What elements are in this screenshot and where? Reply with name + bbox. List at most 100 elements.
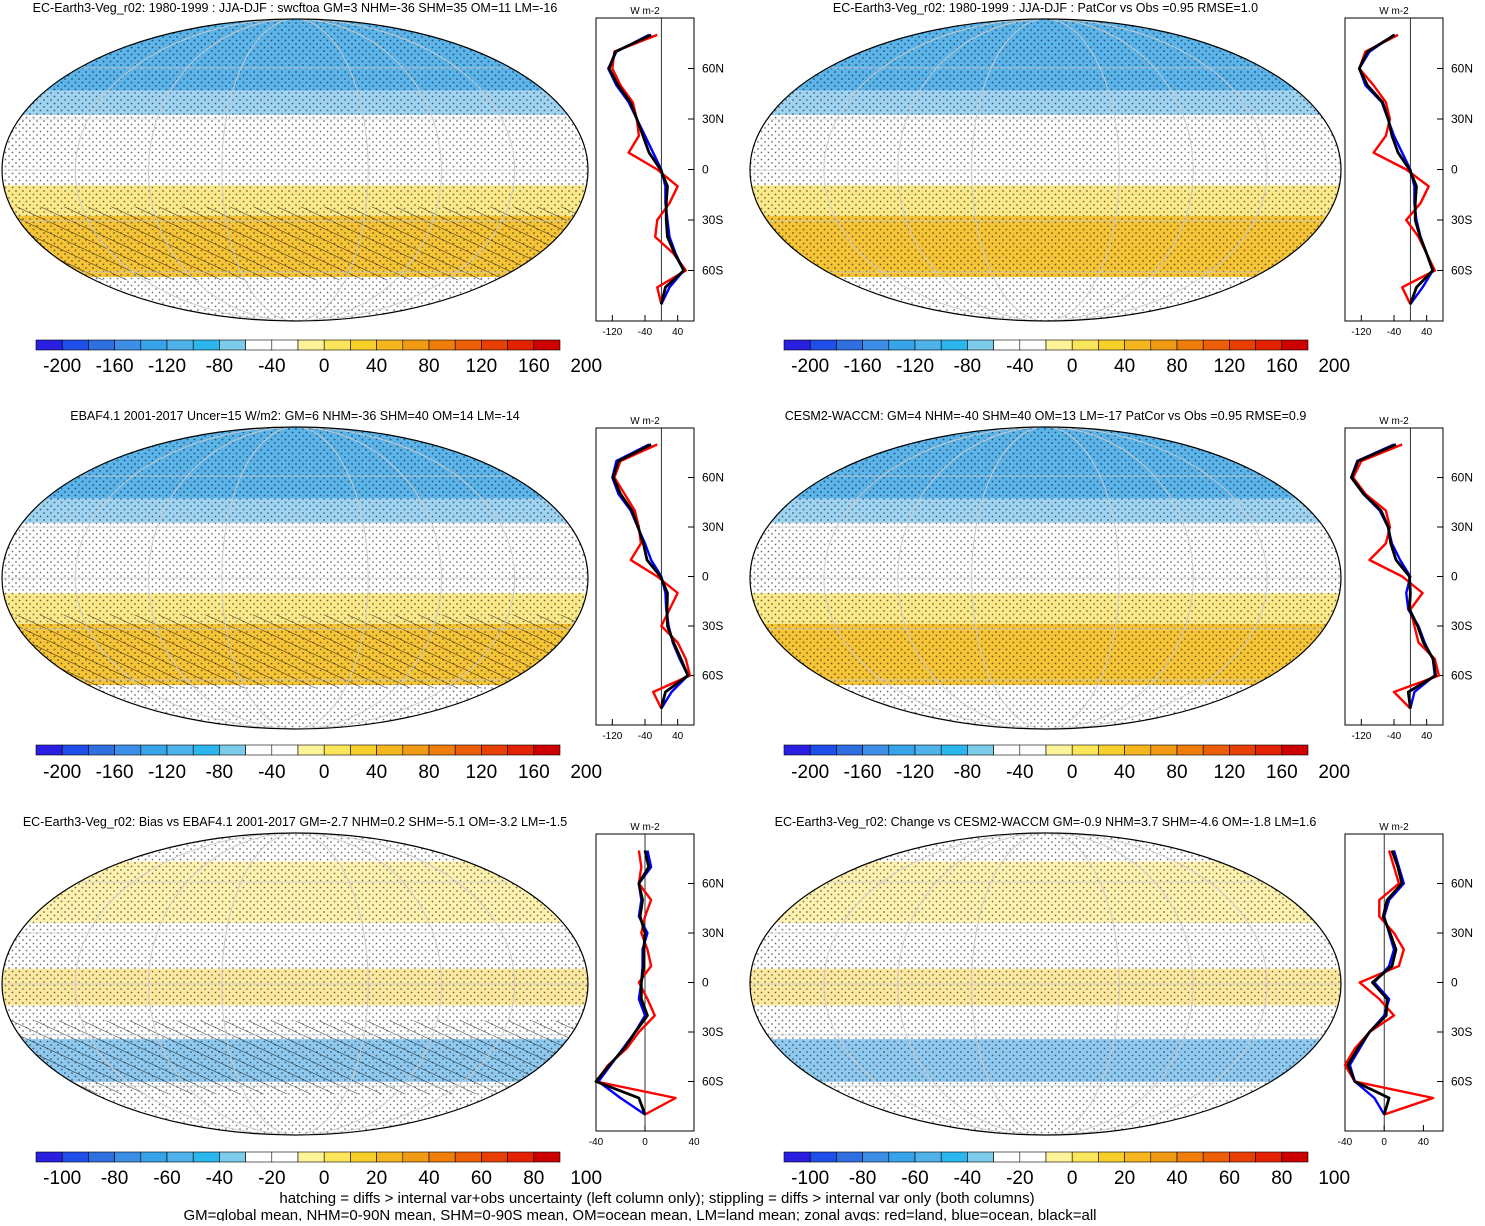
colorbar-label: -160 (96, 356, 134, 377)
colorbar-label: 160 (1266, 356, 1298, 377)
lat-tick-label: 60N (1451, 877, 1473, 891)
colorbar-swatch (507, 744, 535, 756)
colorbar-swatch (166, 1151, 194, 1163)
colorbar-swatch (1281, 1151, 1309, 1163)
colorbar-swatch (836, 339, 863, 351)
colorbar-label: -20 (258, 1168, 285, 1189)
colorbar-swatch (507, 1151, 535, 1163)
colorbar-swatch (1229, 744, 1256, 756)
colorbar-swatch (1281, 339, 1309, 351)
lat-tick-label: 30S (1451, 619, 1472, 633)
colorbar-swatch (1045, 1151, 1073, 1163)
colorbar-swatch (967, 339, 994, 351)
colorbar-swatch (914, 1151, 942, 1163)
lat-tick-label: 30N (1451, 520, 1473, 534)
colorbar-label: -80 (101, 1168, 128, 1189)
zonal-frame (1344, 427, 1444, 726)
lat-tick-label: 60N (1451, 62, 1473, 76)
colorbar-swatch (402, 744, 430, 756)
colorbar-label: 0 (1067, 1168, 1078, 1189)
panel-mr: CESM2-WACCM: GM=4 NHM=-40 SHM=40 OM=13 L… (749, 409, 1473, 783)
colorbar-swatch (481, 744, 508, 756)
zonal-series-all (1357, 33, 1435, 305)
colorbar-swatch (1098, 339, 1125, 351)
colorbar-swatch (192, 1151, 220, 1163)
colorbar-swatch (454, 744, 482, 756)
colorbar-label: -40 (258, 762, 285, 783)
colorbar-swatch (862, 1151, 890, 1163)
lat-tick-label: 0 (702, 163, 709, 177)
map-body (2, 833, 588, 1135)
colorbar-swatch (1019, 1151, 1047, 1163)
graticule-lon (74, 833, 516, 1135)
panel-br: EC-Earth3-Veg_r02: Change vs CESM2-WACCM… (749, 815, 1473, 1189)
colorbar-label: 120 (466, 356, 498, 377)
colorbar-swatch (114, 1151, 142, 1163)
colorbar-swatch (61, 744, 89, 756)
colorbar-swatch (1098, 1151, 1125, 1163)
lat-tick-label: 60S (1451, 1075, 1472, 1089)
x-tick-label: -40 (638, 327, 653, 338)
colorbar-swatch (940, 1151, 968, 1163)
colorbar-swatch (88, 744, 115, 756)
zonal-units: W m-2 (1379, 416, 1409, 427)
colorbar-label: 20 (366, 1168, 387, 1189)
graticule-lon (823, 427, 1268, 729)
colorbar-swatch (428, 744, 456, 756)
map-outline (1, 18, 589, 322)
lat-tick-label: 30S (702, 1025, 723, 1039)
colorbar-label: 100 (1318, 1168, 1350, 1189)
colorbar-swatch (940, 744, 968, 756)
colorbar-swatch (297, 1151, 325, 1163)
zonal-units: W m-2 (630, 6, 660, 17)
panel-title: EC-Earth3-Veg_r02: 1980-1999 : JJA-DJF :… (33, 1, 558, 15)
zonal-series-land (1343, 850, 1435, 1116)
colorbar-swatch (166, 339, 194, 351)
x-tick-label: 0 (642, 1137, 648, 1148)
graticule-lon (221, 427, 369, 729)
lat-tick-label: 30N (702, 112, 724, 126)
x-tick-label: 40 (672, 327, 684, 338)
colorbar-swatch (35, 1151, 63, 1163)
panel-tl: EC-Earth3-Veg_r02: 1980-1999 : JJA-DJF :… (1, 1, 724, 377)
colorbar-swatch (428, 1151, 456, 1163)
zonal-series-all (607, 33, 686, 305)
colorbar-label: -160 (844, 762, 882, 783)
lat-tick-label: 60N (702, 471, 724, 485)
colorbar-swatch (166, 744, 194, 756)
graticule-lon (897, 833, 1194, 1135)
colorbar-swatch (481, 339, 508, 351)
colorbar-label: -120 (896, 762, 934, 783)
colorbar-swatch (428, 339, 456, 351)
colorbar-swatch (245, 1151, 273, 1163)
colorbar-swatch (1098, 744, 1125, 756)
lat-tick-label: 0 (702, 976, 709, 990)
colorbar-swatch (1124, 339, 1152, 351)
colorbar-label: 40 (366, 762, 387, 783)
colorbar-swatch (323, 744, 351, 756)
graticule-lon (971, 833, 1120, 1135)
x-tick-label: -40 (638, 731, 653, 742)
colorbar-label: 0 (1067, 356, 1078, 377)
colorbar-label: 40 (366, 356, 387, 377)
x-tick-label: 40 (688, 1137, 700, 1148)
colorbar-swatch (1124, 1151, 1152, 1163)
colorbar-swatch (507, 339, 535, 351)
colorbar-label: -40 (258, 356, 285, 377)
lat-tick-label: 30S (702, 619, 723, 633)
panel-title: EBAF4.1 2001-2017 Uncer=15 W/m2: GM=6 NH… (70, 409, 520, 423)
colorbar-swatch (350, 1151, 377, 1163)
colorbar-swatch (888, 1151, 916, 1163)
colorbar-label: -60 (153, 1168, 180, 1189)
colorbar-swatch (350, 339, 377, 351)
x-tick-label: -120 (1351, 327, 1371, 338)
colorbar-swatch (1150, 339, 1178, 351)
graticule-lon (221, 19, 369, 321)
colorbar-label: -80 (954, 356, 981, 377)
map-outline (1, 832, 589, 1136)
zonal-series-all (594, 850, 651, 1115)
colorbar-swatch (862, 339, 890, 351)
colorbar-swatch (376, 744, 404, 756)
colorbar-swatch (1150, 1151, 1178, 1163)
zonal-series-all (611, 443, 690, 709)
